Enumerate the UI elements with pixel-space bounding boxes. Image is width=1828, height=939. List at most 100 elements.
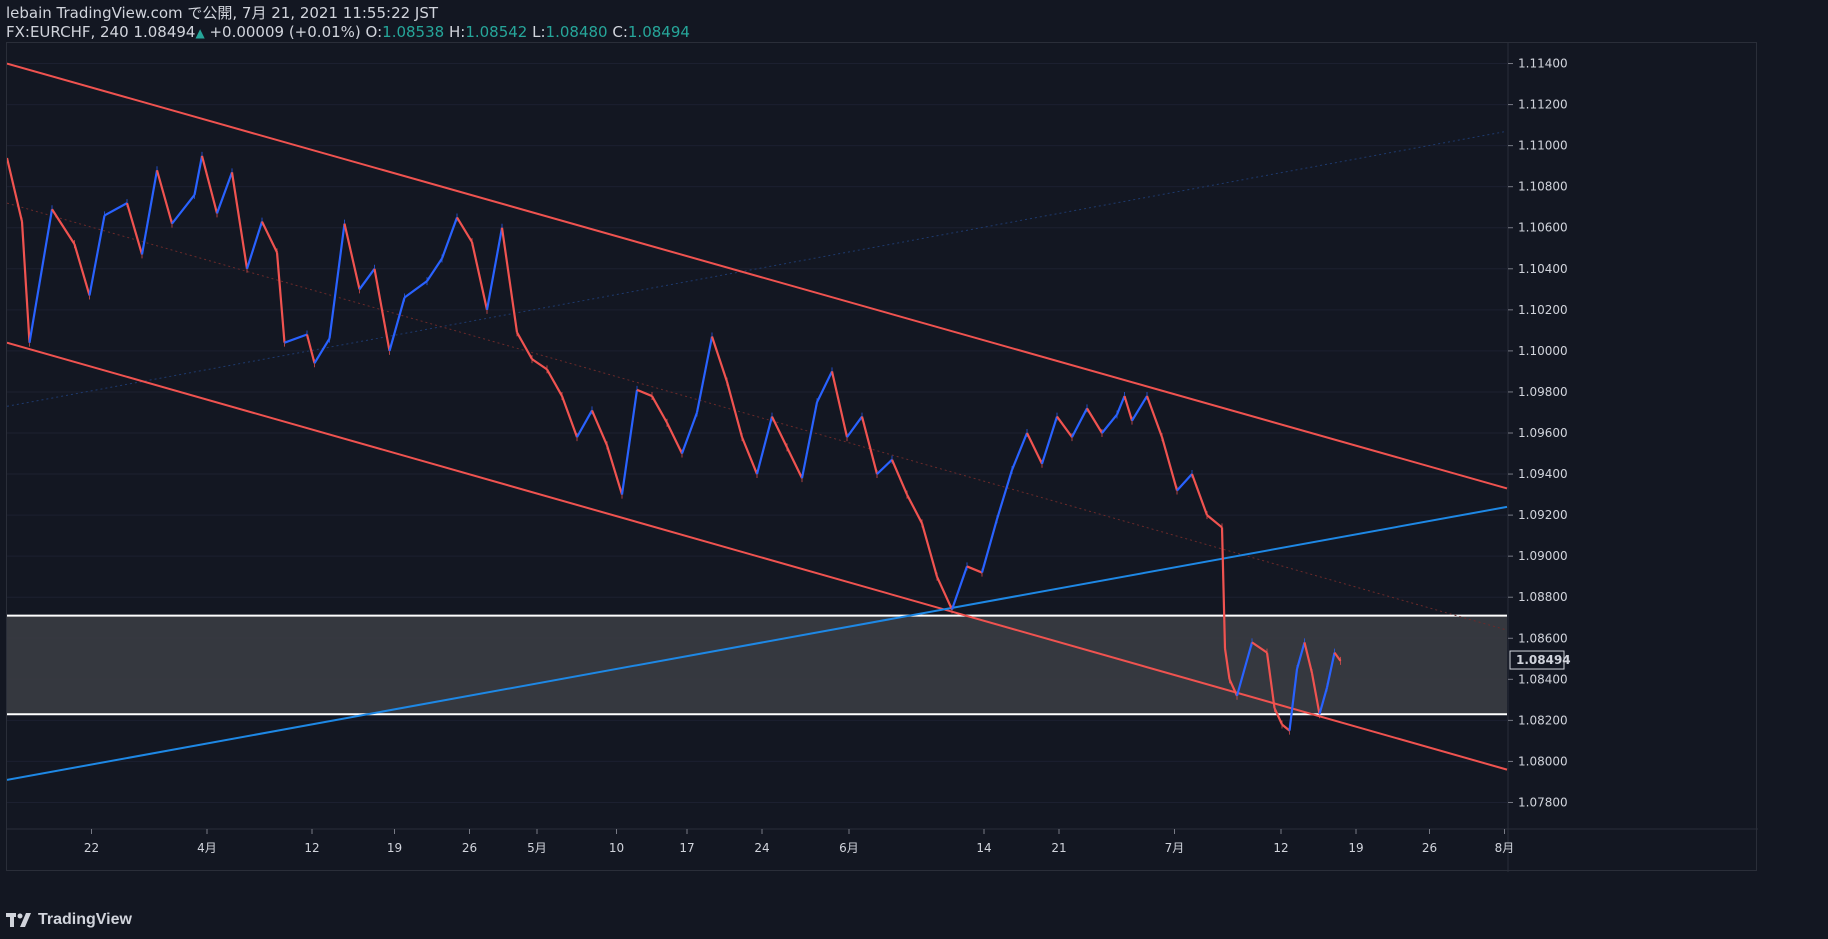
price-segment	[1040, 416, 1059, 465]
price-segment	[1131, 395, 1148, 422]
price-segment	[426, 257, 443, 282]
price-segment	[666, 422, 683, 455]
low-label: L:	[532, 23, 546, 41]
price-segment	[980, 518, 999, 573]
price-segment	[1265, 652, 1276, 709]
price-segment	[1325, 652, 1336, 688]
price-tick-label: 1.10200	[1518, 303, 1568, 317]
price-segment	[935, 576, 954, 610]
price-segment	[305, 334, 316, 364]
price-tick-label: 1.09400	[1518, 467, 1568, 481]
price-segment	[1223, 648, 1231, 680]
price-segment	[1273, 707, 1284, 725]
price-segment	[103, 202, 128, 217]
price-segment	[605, 444, 624, 495]
price-segment	[890, 459, 909, 496]
price-segment	[245, 221, 264, 270]
price-segment	[485, 227, 504, 311]
price-segment	[771, 416, 788, 448]
price-segment	[1220, 527, 1227, 649]
ohlc-legend: FX:EURCHF, 240 1.08494▲ +0.00009 (+0.01%…	[6, 23, 690, 43]
price-segment	[1071, 407, 1088, 438]
price-segment	[1026, 432, 1043, 465]
price-tick-label: 1.09600	[1518, 426, 1568, 440]
close-label: C:	[612, 23, 628, 41]
current-price-label: 1.08494	[1516, 653, 1571, 667]
price-tick-label: 1.07800	[1518, 795, 1568, 809]
price-segment	[1318, 687, 1329, 715]
blue-trendline	[7, 505, 1508, 781]
faint-trendline	[7, 130, 1508, 407]
price-tick-label: 1.11400	[1518, 57, 1568, 71]
price-segment	[816, 370, 833, 403]
price-segment	[1235, 642, 1254, 697]
time-tick-label: 26	[1422, 841, 1437, 855]
channel-upper-line	[7, 62, 1508, 490]
high-label: H:	[448, 23, 466, 41]
price-tick-label: 1.09000	[1518, 549, 1568, 563]
price-segment	[590, 409, 609, 446]
tradingview-footer: TradingView	[6, 908, 132, 932]
price-tick-label: 1.08600	[1518, 631, 1568, 645]
price-segment	[1115, 395, 1126, 415]
time-tick-label: 22	[84, 841, 99, 855]
support-zone	[7, 615, 1507, 715]
price-segment	[800, 401, 819, 479]
price-segment	[1206, 514, 1223, 529]
price-segment	[275, 252, 286, 343]
price-segment	[966, 565, 983, 574]
time-tick-label: 8月	[1495, 841, 1515, 855]
price-segment	[343, 223, 361, 290]
price-segment	[516, 331, 533, 360]
price-tick-label: 1.11000	[1518, 139, 1568, 153]
price-segment	[1303, 642, 1314, 674]
price-segment	[403, 280, 428, 299]
price-segment	[846, 415, 863, 438]
price-segment	[1190, 473, 1209, 516]
price-segment	[860, 416, 879, 475]
chart-pane[interactable]: 1.11400 1.11200 1.11000 1.10800 1.10600 1.104…	[6, 42, 1758, 872]
time-tick-label: 21	[1051, 841, 1066, 855]
channel-midline	[7, 202, 1508, 631]
price-segment	[1176, 473, 1193, 492]
price-segment	[560, 395, 579, 438]
price-tick-label: 1.09800	[1518, 385, 1568, 399]
time-tick-label: 14	[976, 841, 991, 855]
price-segment	[725, 381, 744, 438]
time-tick-label: 24	[754, 841, 769, 855]
price-segment	[710, 336, 729, 383]
price-segment	[1228, 678, 1239, 697]
tradingview-logo-icon	[6, 913, 31, 927]
open-value: 1.08538	[382, 23, 445, 41]
price-chart[interactable]: 1.11400 1.11200 1.11000 1.10800 1.10600 1.104…	[7, 43, 1758, 872]
tradingview-brand: TradingView	[38, 911, 132, 928]
time-tick-label: 6月	[839, 841, 859, 855]
change-value: +0.00009 (+0.01%)	[209, 23, 361, 41]
price-segment	[155, 169, 174, 224]
price-segment	[906, 494, 923, 524]
price-tick-label: 1.11200	[1518, 98, 1568, 112]
price-segment	[171, 194, 196, 225]
price-segment	[1333, 651, 1342, 662]
price-segment	[140, 170, 159, 255]
symbol-label[interactable]: FX:EURCHF, 240	[6, 23, 129, 41]
low-value: 1.08480	[545, 23, 608, 41]
price-segment	[358, 268, 376, 290]
price-tick-label: 1.08000	[1518, 754, 1568, 768]
time-tick-label: 26	[462, 841, 477, 855]
price-segment	[876, 458, 893, 475]
last-price: 1.08494	[133, 23, 196, 41]
publisher-line: lebain TradingView.com で公開, 7月 21, 2021 …	[6, 4, 439, 22]
price-segment	[620, 389, 639, 495]
price-segment	[28, 209, 54, 343]
price-segment	[7, 157, 24, 222]
price-segment	[73, 243, 91, 296]
price-segment	[230, 172, 249, 269]
price-segment	[786, 446, 803, 479]
price-segment	[456, 216, 473, 243]
price-segment	[388, 297, 406, 352]
time-tick-label: 19	[1348, 841, 1363, 855]
up-arrow-icon: ▲	[195, 26, 205, 40]
high-value: 1.08542	[465, 23, 528, 41]
price-segment	[1056, 415, 1073, 438]
